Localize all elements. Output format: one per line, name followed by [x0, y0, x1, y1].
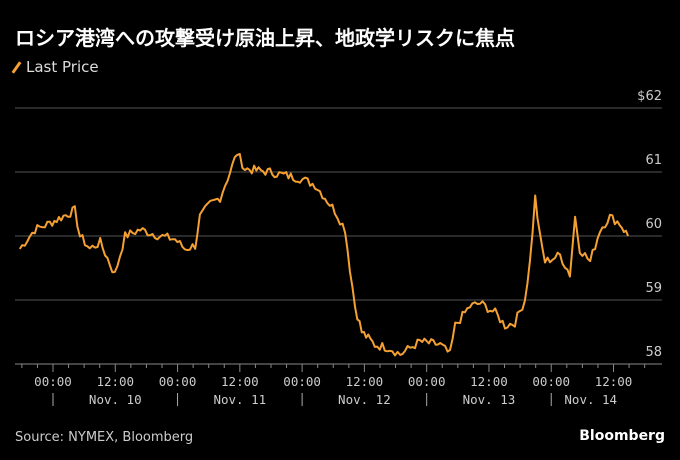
legend: Last Price	[11, 58, 99, 76]
line-chart: $62 61 60 59 58 00:00 12:00 00:00 12:00 00:00 12:0…	[15, 89, 662, 407]
day-label: Nov. 12	[338, 392, 391, 407]
legend-label: Last Price	[26, 58, 99, 76]
x-tick-label: 12:00	[221, 374, 259, 389]
y-tick-label: 58	[645, 345, 662, 360]
source-note: Source: NYMEX, Bloomberg	[15, 430, 194, 445]
x-tick-label: 00:00	[34, 374, 72, 389]
y-tick-label: 60	[645, 217, 662, 232]
x-tick-label: 00:00	[532, 374, 570, 389]
x-tick-label: 00:00	[408, 374, 446, 389]
day-label: Nov. 11	[213, 392, 266, 407]
y-tick-label: 61	[645, 153, 662, 168]
day-label: Nov. 13	[463, 392, 516, 407]
bloomberg-logo: Bloomberg	[579, 428, 665, 444]
x-tick-label: 00:00	[283, 374, 321, 389]
x-tick-label: 12:00	[96, 374, 134, 389]
x-tick-label: 12:00	[346, 374, 384, 389]
price-line	[18, 153, 629, 357]
x-tick-label: 12:00	[470, 374, 508, 389]
day-label: Nov. 14	[564, 392, 617, 407]
day-label: Nov. 10	[89, 392, 142, 407]
chart-title: ロシア港湾への攻撃受け原油上昇、地政学リスクに焦点	[15, 26, 515, 50]
y-tick-label: 59	[645, 281, 662, 296]
x-tick-label: 12:00	[595, 374, 633, 389]
x-tick-label: 00:00	[159, 374, 197, 389]
y-tick-label: $62	[637, 89, 662, 104]
